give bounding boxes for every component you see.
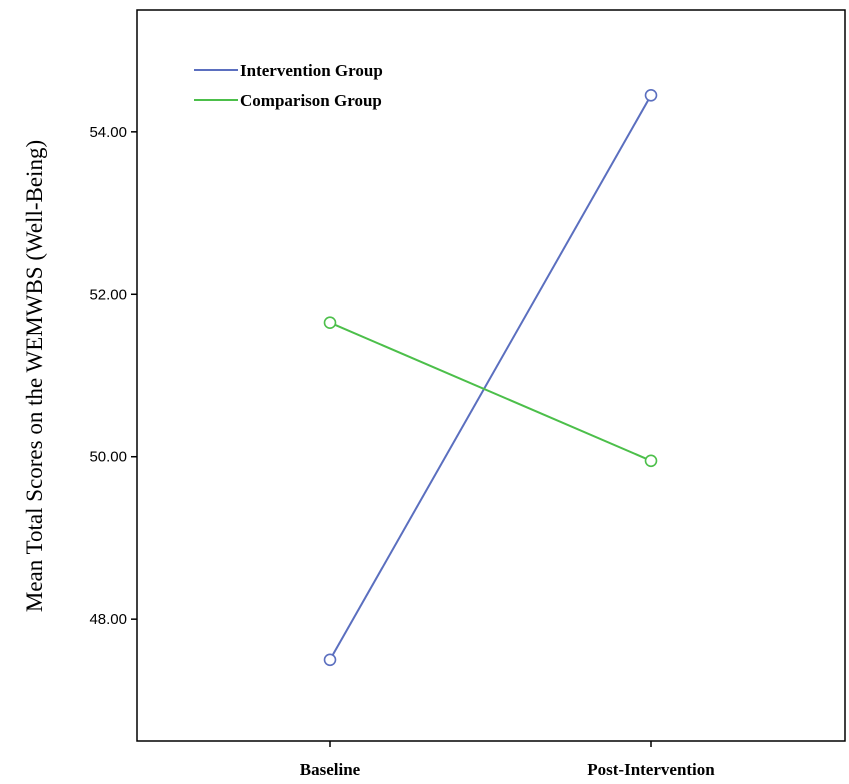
x-axis-ticks: Baseline Post-Intervention — [300, 741, 715, 779]
x-tick-label: Baseline — [300, 760, 361, 779]
legend-label: Comparison Group — [240, 91, 382, 110]
series-markers — [323, 88, 658, 667]
data-point-intervention-0 — [323, 653, 337, 667]
y-axis-ticks: 48.00 50.00 52.00 54.00 — [89, 124, 137, 628]
y-tick-label: 52.00 — [89, 286, 127, 303]
y-tick-label: 50.00 — [89, 449, 127, 466]
legend-label: Intervention Group — [240, 61, 383, 80]
data-point-comparison-1 — [644, 454, 658, 468]
series-lines — [329, 94, 652, 661]
x-tick-label: Post-Intervention — [587, 760, 715, 779]
y-tick-label: 48.00 — [89, 611, 127, 628]
series-line-comparison — [329, 321, 652, 462]
plot-area-frame — [136, 9, 846, 742]
y-axis-title: Mean Total Scores on the WEMWBS (Well-Be… — [22, 140, 47, 612]
series-line-intervention — [329, 94, 652, 661]
y-tick-label: 54.00 — [89, 124, 127, 141]
data-point-comparison-0 — [323, 316, 337, 330]
legend: Intervention Group Comparison Group — [194, 61, 383, 110]
data-point-intervention-1 — [644, 88, 658, 102]
